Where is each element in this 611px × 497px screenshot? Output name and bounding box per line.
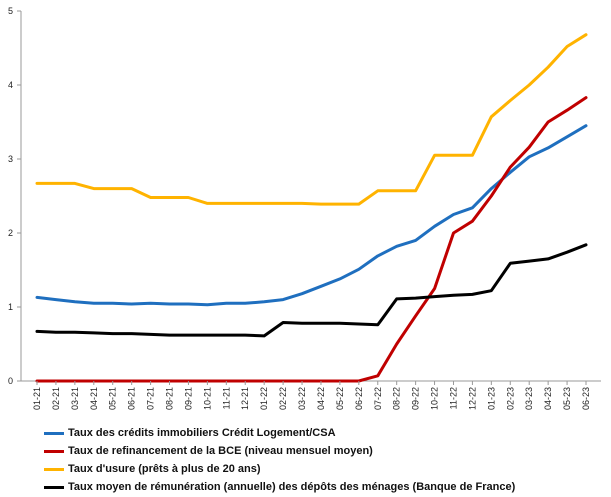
x-tick-label: 06-23 [581,387,591,410]
y-tick-label: 1 [8,302,13,312]
x-tick-label: 04-23 [543,387,553,410]
x-tick-label: 04-21 [89,387,99,410]
y-tick-label: 2 [8,228,13,238]
x-tick-label: 09-22 [411,387,421,410]
x-tick-label: 01-21 [32,387,42,410]
series-line-1 [35,96,588,383]
series-lines [35,33,588,383]
x-tick-label: 10-21 [202,387,212,410]
x-tick-label: 12-22 [467,387,477,410]
x-tick-label: 07-22 [373,387,383,410]
x-tick-label: 10-22 [430,387,440,410]
x-tick-label: 02-21 [51,387,61,410]
legend-item-2: Taux d'usure (prêts à plus de 20 ans) [44,460,515,478]
x-tick-label: 08-21 [165,387,175,410]
x-tick-label: 03-21 [70,387,80,410]
series-line-3 [35,243,588,338]
x-tick-label: 01-22 [259,387,269,410]
series-line-2 [35,33,588,206]
legend: Taux des crédits immobiliers Crédit Loge… [44,424,515,496]
x-tick-label: 11-21 [221,387,231,409]
x-tick-label: 06-21 [127,387,137,410]
legend-swatch [44,449,64,453]
x-tick-label: 11-22 [448,387,458,409]
line-chart: 0 1 2 3 4 5 01-21 02-21 03-21 04-21 05-21 06-21 07-… [8,6,601,410]
legend-item-0: Taux des crédits immobiliers Crédit Loge… [44,424,515,442]
legend-swatch [44,485,64,489]
y-axis-ticks: 0 1 2 3 4 5 [8,6,21,386]
x-tick-label: 05-21 [108,387,118,410]
x-tick-label: 01-23 [486,387,496,410]
legend-item-1: Taux de refinancement de la BCE (niveau … [44,442,515,460]
legend-label: Taux d'usure (prêts à plus de 20 ans) [68,463,261,475]
x-tick-label: 06-22 [354,387,364,410]
x-tick-label: 03-22 [297,387,307,410]
x-tick-label: 05-22 [335,387,345,410]
legend-swatch [44,467,64,471]
legend-label: Taux de refinancement de la BCE (niveau … [68,445,373,457]
y-tick-label: 4 [8,80,13,90]
y-tick-label: 0 [8,376,13,386]
series-line-0 [35,124,588,307]
x-axis-ticks: 01-21 02-21 03-21 04-21 05-21 06-21 07-21 08-21… [32,381,591,410]
x-tick-label: 02-23 [505,387,515,410]
x-tick-label: 03-23 [524,387,534,410]
y-tick-label: 3 [8,154,13,164]
legend-swatch [44,431,64,435]
axes [20,11,601,382]
x-tick-label: 02-22 [278,387,288,410]
legend-label: Taux moyen de rémunération (annuelle) de… [68,481,516,493]
x-tick-label: 04-22 [316,387,326,410]
x-tick-label: 05-23 [562,387,572,410]
legend-item-3: Taux moyen de rémunération (annuelle) de… [44,478,515,496]
x-tick-label: 07-21 [146,387,156,410]
x-tick-label: 09-21 [183,387,193,410]
legend-label: Taux des crédits immobiliers Crédit Loge… [68,427,336,439]
x-tick-label: 08-22 [392,387,402,410]
x-tick-label: 12-21 [240,387,250,410]
y-tick-label: 5 [8,6,13,16]
